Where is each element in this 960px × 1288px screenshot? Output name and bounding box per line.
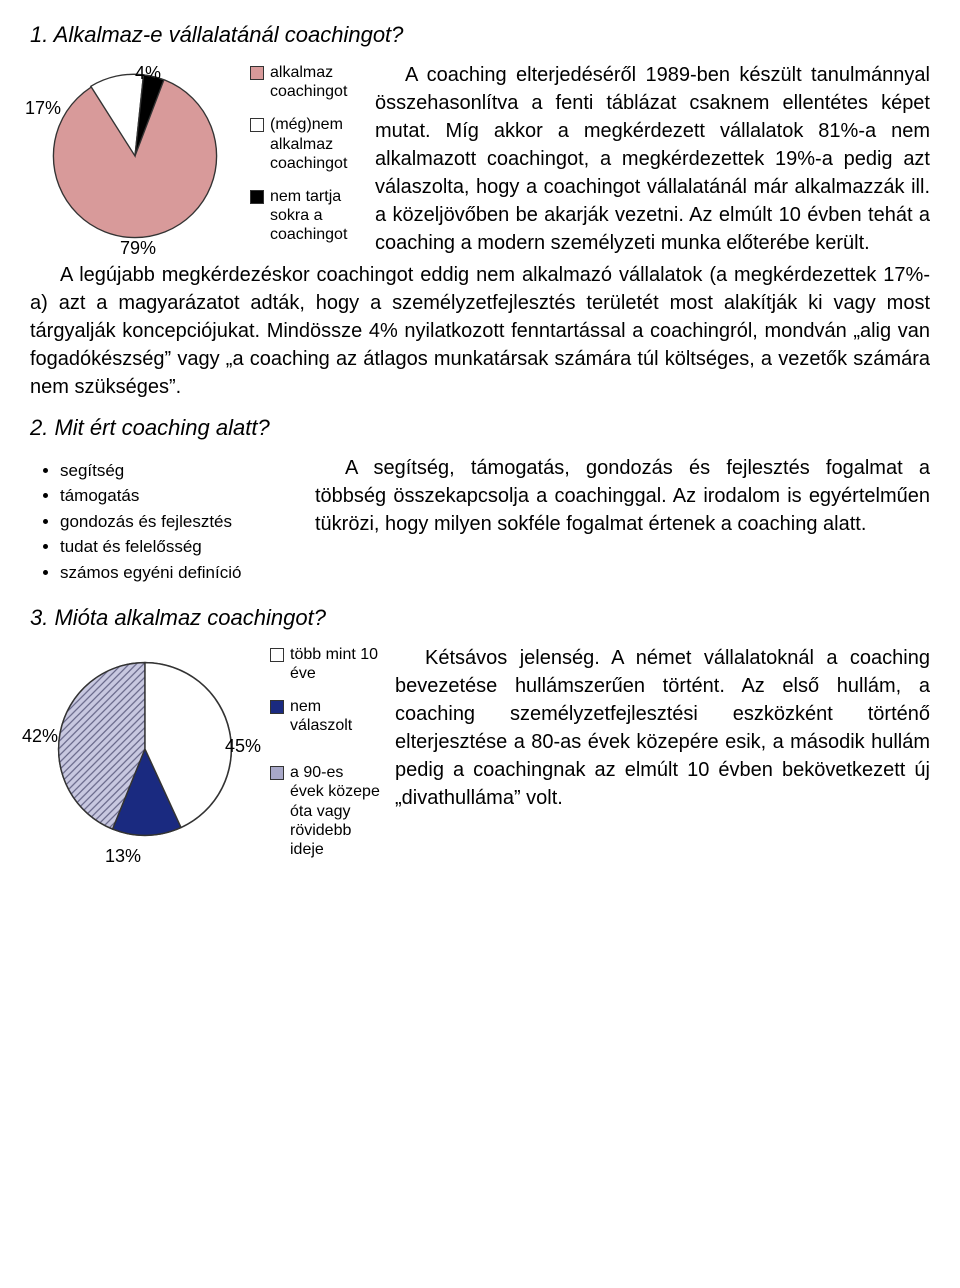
legend-text: alkalmaz coachingot: [270, 63, 360, 101]
bullet-item: segítség: [60, 458, 290, 484]
chart-2-block: 42% 13% 45% több mint 10 éve nem válaszo…: [30, 644, 380, 874]
legend-item: alkalmaz coachingot: [250, 63, 360, 101]
section-2-bullets: segítség támogatás gondozás és fejleszté…: [30, 454, 290, 586]
chart-1-block: 17% 4% 79% alkalmaz coachingot (még)nem …: [30, 61, 360, 261]
legend-swatch: [250, 66, 264, 80]
bullet-item: gondozás és fejlesztés: [60, 509, 290, 535]
legend-text: nem válaszolt: [290, 697, 380, 735]
section-2: 2. Mit ért coaching alatt? segítség támo…: [30, 413, 930, 585]
legend-text: a 90-es évek közepe óta vagy rövidebb id…: [290, 763, 380, 859]
chart-1-legend: alkalmaz coachingot (még)nem alkalmaz co…: [250, 63, 360, 259]
bullet-item: támogatás: [60, 483, 290, 509]
legend-item: (még)nem alkalmaz coachingot: [250, 115, 360, 173]
chart2-label-42: 42%: [22, 724, 58, 749]
chart-1: 17% 4% 79%: [30, 61, 240, 261]
section-3: 3. Mióta alkalmaz coachingot?: [30, 603, 930, 874]
chart-2: 42% 13% 45%: [30, 644, 260, 874]
legend-swatch: [270, 648, 284, 662]
chart1-label-17: 17%: [25, 96, 61, 121]
bullet-item: tudat és felelősség: [60, 534, 290, 560]
section-3-text: Kétsávos jelenség. A német vállalatoknál…: [395, 644, 930, 812]
legend-text: több mint 10 éve: [290, 645, 380, 683]
pie-chart-2: [55, 659, 235, 839]
bullet-item: számos egyéni definíció: [60, 560, 290, 586]
chart-2-legend: több mint 10 éve nem válaszolt a 90-es é…: [270, 645, 380, 874]
section-1-text-below: A legújabb megkérdezéskor coachingot edd…: [30, 261, 930, 401]
legend-text: (még)nem alkalmaz coachingot: [270, 115, 360, 173]
section-2-row: segítség támogatás gondozás és fejleszté…: [30, 454, 930, 586]
legend-swatch: [250, 118, 264, 132]
section-2-heading: 2. Mit ért coaching alatt?: [30, 413, 930, 444]
section-2-text: A segítség, támogatás, gondozás és fejle…: [315, 454, 930, 538]
legend-swatch: [270, 766, 284, 780]
section-1-top-row: 17% 4% 79% alkalmaz coachingot (még)nem …: [30, 61, 930, 261]
legend-item: több mint 10 éve: [270, 645, 380, 683]
section-3-row: 42% 13% 45% több mint 10 éve nem válaszo…: [30, 644, 930, 874]
section-1: 1. Alkalmaz-e vállalatánál coachingot? 1…: [30, 20, 930, 401]
chart1-label-79: 79%: [120, 236, 156, 261]
section-1-text-right: A coaching elterjedéséről 1989-ben készü…: [375, 61, 930, 257]
section-1-heading: 1. Alkalmaz-e vállalatánál coachingot?: [30, 20, 930, 51]
legend-text: nem tartja sokra a coachingot: [270, 187, 360, 245]
chart1-label-4: 4%: [135, 61, 161, 86]
legend-item: a 90-es évek közepe óta vagy rövidebb id…: [270, 763, 380, 859]
legend-swatch: [270, 700, 284, 714]
legend-item: nem válaszolt: [270, 697, 380, 735]
legend-item: nem tartja sokra a coachingot: [250, 187, 360, 245]
chart2-label-45: 45%: [225, 734, 261, 759]
chart2-label-13: 13%: [105, 844, 141, 869]
pie-chart-1: [50, 71, 220, 241]
legend-swatch: [250, 190, 264, 204]
section-3-heading: 3. Mióta alkalmaz coachingot?: [30, 603, 930, 634]
